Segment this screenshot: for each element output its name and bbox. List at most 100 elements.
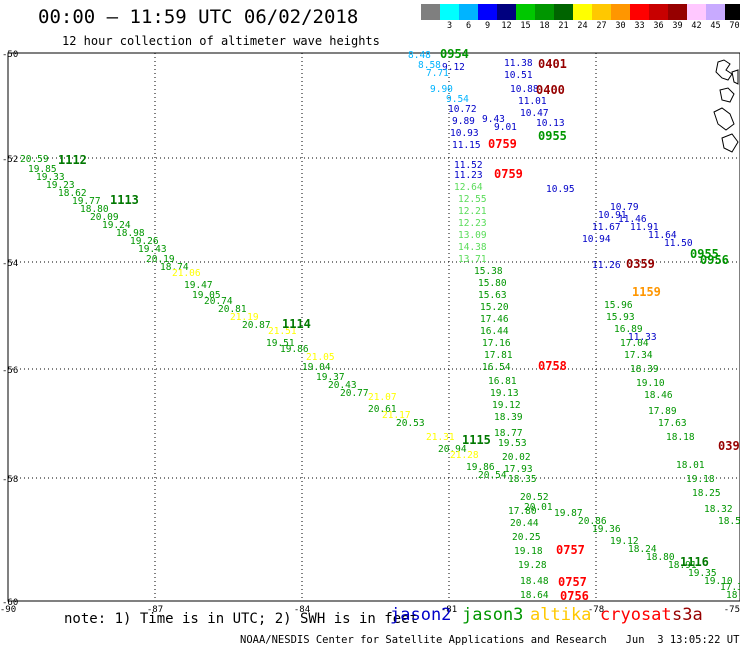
wave-height-value: 12.64 bbox=[454, 182, 483, 193]
pass-time-label: 0954 bbox=[440, 47, 469, 61]
wave-height-value: 10.95 bbox=[546, 184, 575, 195]
wave-height-value: 11.38 bbox=[504, 58, 533, 69]
wave-height-value: 19.24 bbox=[102, 220, 131, 231]
axis-tick-label: -87 bbox=[147, 605, 163, 615]
axis-tick-label: -81 bbox=[441, 605, 457, 615]
wave-height-value: 16.54 bbox=[482, 362, 511, 373]
scale-label: 70 bbox=[729, 21, 740, 31]
wave-height-value: 19.77 bbox=[72, 196, 101, 207]
scale-bin: 39 bbox=[668, 4, 687, 31]
wave-height-value: 18.25 bbox=[692, 488, 721, 499]
wave-height-value: 9.89 bbox=[452, 116, 475, 127]
wave-height-value: 15.80 bbox=[478, 278, 507, 289]
pass-time-label: 1112 bbox=[58, 153, 87, 167]
wave-height-value: 20.54 bbox=[478, 470, 507, 481]
wave-height-value: 18.80 bbox=[646, 552, 675, 563]
scale-bin: 27 bbox=[592, 4, 611, 31]
wave-height-value: 19.10 bbox=[704, 576, 733, 587]
axis-tick-label: -75 bbox=[724, 605, 740, 615]
wave-height-value: 11.33 bbox=[628, 332, 657, 343]
axis-labels: -50 -52 -54 -56 -58 -60-90 -87 -84 -81 -78 -75 bbox=[0, 50, 740, 615]
wave-height-value: 17.04 bbox=[620, 338, 649, 349]
wave-height-points: 20.5919.8519.3319.2318.6219.7718.8020.09… bbox=[20, 50, 740, 601]
scale-label: 33 bbox=[634, 21, 645, 31]
pass-time-label: 0759 bbox=[488, 137, 517, 151]
wave-height-value: 21.31 bbox=[426, 432, 455, 443]
wave-height-value: 12.23 bbox=[458, 218, 487, 229]
legend-entry-jason2: jason2 bbox=[390, 605, 452, 625]
scale-label: 36 bbox=[653, 21, 664, 31]
wave-height-value: 12.55 bbox=[458, 194, 487, 205]
wave-height-value: 20.52 bbox=[520, 492, 549, 503]
wave-height-value: 19.18 bbox=[686, 474, 715, 485]
map-frame bbox=[7, 52, 740, 602]
wave-height-value: 17.32 bbox=[720, 582, 740, 593]
wave-height-value: 10.88 bbox=[510, 84, 539, 95]
scale-label: 30 bbox=[615, 21, 626, 31]
wave-height-value: 17.34 bbox=[624, 350, 653, 361]
scale-swatch bbox=[687, 4, 706, 20]
scale-label: 27 bbox=[596, 21, 607, 31]
wave-height-value: 21.28 bbox=[450, 450, 479, 461]
wave-height-value: 13.09 bbox=[458, 230, 487, 241]
wave-height-value: 18.39 bbox=[630, 364, 659, 375]
scale-swatch bbox=[592, 4, 611, 20]
pass-time-label: 039 bbox=[718, 439, 740, 453]
scale-swatch bbox=[421, 4, 440, 20]
wave-height-value: 16.89 bbox=[614, 324, 643, 335]
wave-height-value: 15.38 bbox=[474, 266, 503, 277]
wave-height-value: 19.85 bbox=[28, 164, 57, 175]
wave-height-value: 19.86 bbox=[280, 344, 309, 355]
pass-time-label: 0401 bbox=[538, 57, 567, 71]
wave-height-value: 10.79 bbox=[610, 202, 639, 213]
pass-time-label: 0757 bbox=[558, 575, 587, 589]
wave-height-value: 20.77 bbox=[340, 388, 369, 399]
scale-swatch bbox=[478, 4, 497, 20]
wave-height-value: 21.07 bbox=[368, 392, 397, 403]
scale-swatch bbox=[554, 4, 573, 20]
credit-line: NOAA/NESDIS Center for Satellite Applica… bbox=[240, 634, 740, 646]
wave-height-value: 19.05 bbox=[192, 290, 221, 301]
page-subtitle: 12 hour collection of altimeter wave hei… bbox=[62, 34, 380, 48]
wave-height-value: 20.94 bbox=[438, 444, 467, 455]
wave-height-value: 19.35 bbox=[688, 568, 717, 579]
pass-time-label: 1115 bbox=[462, 433, 491, 447]
wave-height-value: 18.77 bbox=[494, 428, 523, 439]
wave-height-value: 17.16 bbox=[482, 338, 511, 349]
scale-label: 6 bbox=[465, 21, 472, 31]
axis-tick-label: -56 bbox=[2, 366, 18, 376]
scale-swatch bbox=[725, 4, 740, 20]
wave-height-value: 10.91 bbox=[598, 210, 627, 221]
wave-height-value: 20.02 bbox=[502, 452, 531, 463]
scale-bin: 21 bbox=[554, 4, 573, 31]
wave-height-value: 19.04 bbox=[302, 362, 331, 373]
wave-height-value: 20.19 bbox=[146, 254, 175, 265]
wave-height-value: 11.23 bbox=[454, 170, 483, 181]
coastline bbox=[713, 59, 739, 153]
wave-height-value: 20.53 bbox=[396, 418, 425, 429]
scale-swatch bbox=[649, 4, 668, 20]
pass-time-label: 0955 bbox=[538, 129, 567, 143]
axis-tick-label: -52 bbox=[2, 155, 18, 165]
axis-tick-label: -78 bbox=[588, 605, 604, 615]
wave-height-value: 20.43 bbox=[328, 380, 357, 391]
scale-bin: 24 bbox=[573, 4, 592, 31]
wave-height-value: 19.43 bbox=[138, 244, 167, 255]
scale-swatch bbox=[706, 4, 725, 20]
scale-label: 24 bbox=[577, 21, 588, 31]
pass-time-label: 0758 bbox=[538, 359, 567, 373]
wave-height-value: 18.98 bbox=[116, 228, 145, 239]
wave-height-value: 15.20 bbox=[480, 302, 509, 313]
wave-height-value: 19.87 bbox=[554, 508, 583, 519]
wave-height-value: 18.24 bbox=[628, 544, 657, 555]
wave-height-value: 11.15 bbox=[452, 140, 481, 151]
wave-height-value: 19.37 bbox=[316, 372, 345, 383]
wave-height-value: 16.81 bbox=[488, 376, 517, 387]
scale-bin: 12 bbox=[497, 4, 516, 31]
wave-height-value: 17.93 bbox=[504, 464, 533, 475]
wave-height-value: 19.33 bbox=[36, 172, 65, 183]
wave-height-value: 18.46 bbox=[644, 390, 673, 401]
wave-height-value: 19.26 bbox=[130, 236, 159, 247]
wave-height-value: 13.71 bbox=[458, 254, 487, 265]
wave-height-value: 10.94 bbox=[582, 234, 611, 245]
